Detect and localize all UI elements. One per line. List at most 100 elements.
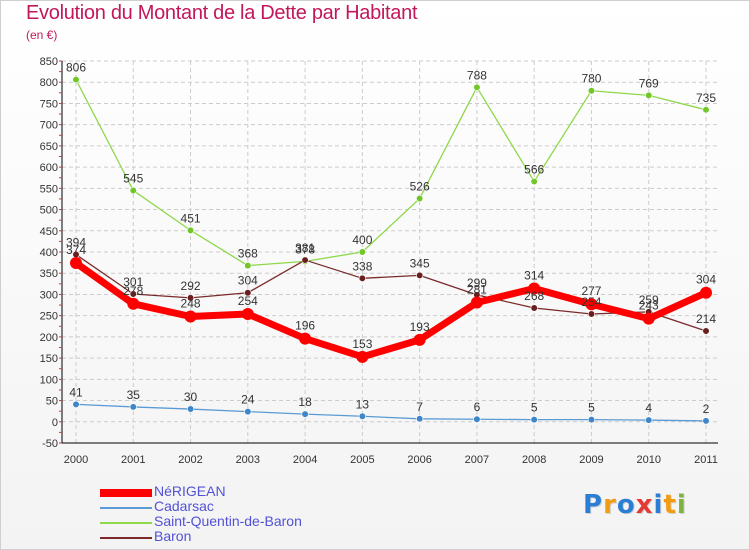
data-point-cadarsac — [244, 407, 252, 416]
x-tick-label: 2011 — [694, 454, 718, 466]
data-label-cadarsac: 41 — [69, 385, 83, 399]
data-label-cadarsac: 4 — [645, 401, 652, 415]
data-label-baron: 259 — [639, 293, 659, 307]
series-line-n-rigean — [72, 259, 710, 361]
data-point-saint-quentin-de-baron — [129, 186, 137, 195]
data-label-saint-quentin-de-baron: 566 — [524, 163, 544, 177]
logo-letter: r — [603, 490, 617, 520]
legend-label: Baron — [154, 528, 192, 544]
y-tick-label: 800 — [40, 77, 58, 89]
y-tick-label: 500 — [40, 205, 58, 217]
y-tick-label: 700 — [40, 120, 58, 132]
logo-letter: o — [616, 490, 636, 520]
y-tick-label: 50 — [46, 396, 58, 408]
x-tick-label: 2010 — [636, 454, 660, 466]
y-tick-label: 850 — [40, 56, 58, 68]
y-tick-label: -50 — [42, 438, 58, 450]
data-label-n-rigean: 314 — [524, 269, 544, 283]
chart-subtitle: (en €) — [26, 28, 58, 42]
y-tick-label: 600 — [40, 162, 58, 174]
data-point-n-rigean — [356, 350, 369, 363]
data-label-cadarsac: 30 — [184, 390, 198, 404]
data-point-saint-quentin-de-baron — [186, 226, 195, 234]
data-point-baron — [702, 327, 710, 335]
data-point-cadarsac — [645, 416, 653, 424]
legend-item-n-rigean: NéRIGEAN — [100, 483, 400, 500]
axes: -50 0 50 100 150 200 250 300 350 400 450 500 550 600 6… — [40, 56, 718, 466]
data-point-cadarsac — [72, 400, 80, 408]
series-layer — [70, 76, 712, 425]
data-point-n-rigean — [585, 298, 598, 311]
data-label-baron: 268 — [524, 289, 544, 303]
data-label-baron: 254 — [581, 295, 601, 309]
x-tick-label: 2007 — [465, 454, 489, 466]
legend-label: Cadarsac — [154, 498, 214, 514]
data-point-cadarsac — [186, 405, 195, 413]
data-point-baron — [587, 310, 596, 318]
data-label-cadarsac: 13 — [356, 397, 370, 411]
legend-swatch — [100, 489, 152, 497]
data-label-baron: 292 — [181, 279, 201, 293]
legend: NéRIGEAN Cadarsac Saint-Quentin-de-Baron Ba… — [100, 483, 400, 545]
data-label-cadarsac: 5 — [531, 401, 538, 415]
data-label-saint-quentin-de-baron: 806 — [66, 61, 86, 75]
data-point-saint-quentin-de-baron — [473, 83, 481, 91]
data-point-cadarsac — [702, 417, 710, 425]
data-point-saint-quentin-de-baron — [702, 106, 710, 114]
data-label-saint-quentin-de-baron: 526 — [410, 180, 430, 194]
data-label-baron: 304 — [238, 274, 258, 288]
data-point-cadarsac — [416, 415, 424, 423]
logo-letter: x — [635, 490, 654, 520]
data-label-saint-quentin-de-baron: 788 — [467, 68, 487, 82]
data-label-cadarsac: 35 — [127, 388, 141, 402]
y-tick-label: 150 — [40, 353, 58, 365]
data-label-baron: 299 — [467, 276, 487, 290]
data-point-baron — [530, 304, 538, 312]
x-tick-label: 2006 — [407, 454, 431, 466]
x-tick-label: 2004 — [293, 454, 317, 466]
data-label-n-rigean: 304 — [696, 273, 716, 287]
data-point-saint-quentin-de-baron — [358, 248, 366, 256]
data-point-baron — [244, 289, 252, 297]
data-label-saint-quentin-de-baron: 368 — [238, 247, 258, 261]
x-tick-label: 2008 — [522, 454, 546, 466]
data-point-baron — [129, 290, 137, 298]
data-point-n-rigean — [184, 310, 197, 323]
data-point-saint-quentin-de-baron — [244, 261, 252, 270]
data-label-n-rigean: 277 — [581, 284, 601, 298]
y-tick-label: 250 — [40, 311, 58, 323]
logo-letter: i — [676, 490, 687, 520]
series-line-baron — [75, 253, 707, 332]
legend-label: Saint-Quentin-de-Baron — [154, 513, 302, 529]
data-point-n-rigean — [70, 257, 82, 270]
data-point-saint-quentin-de-baron — [72, 76, 80, 84]
y-tick-label: 200 — [40, 332, 58, 344]
y-tick-label: 350 — [40, 268, 58, 280]
data-point-n-rigean — [299, 332, 312, 345]
y-tick-label: 100 — [40, 374, 58, 386]
data-label-saint-quentin-de-baron: 451 — [181, 211, 201, 225]
series-line-cadarsac — [75, 403, 707, 422]
data-point-baron — [416, 271, 424, 279]
x-tick-label: 2003 — [236, 454, 260, 466]
data-point-n-rigean — [470, 296, 483, 309]
legend-item-cadarsac: Cadarsac — [100, 498, 400, 515]
data-label-baron: 214 — [696, 312, 716, 326]
data-point-cadarsac — [301, 410, 309, 418]
data-label-n-rigean: 193 — [410, 320, 430, 334]
y-tick-label: 750 — [40, 98, 58, 110]
data-point-n-rigean — [241, 307, 254, 320]
data-point-cadarsac — [530, 416, 538, 424]
legend-label: NéRIGEAN — [154, 483, 226, 499]
data-label-saint-quentin-de-baron: 545 — [123, 171, 143, 185]
data-label-saint-quentin-de-baron: 735 — [696, 91, 716, 105]
legend-swatch — [100, 522, 152, 524]
data-point-n-rigean — [642, 312, 655, 325]
data-label-baron: 381 — [295, 241, 315, 255]
data-label-saint-quentin-de-baron: 780 — [581, 72, 601, 86]
data-point-baron — [301, 256, 309, 264]
data-point-n-rigean — [413, 333, 426, 346]
logo-letter: i — [653, 490, 664, 520]
x-tick-label: 2001 — [121, 454, 145, 466]
